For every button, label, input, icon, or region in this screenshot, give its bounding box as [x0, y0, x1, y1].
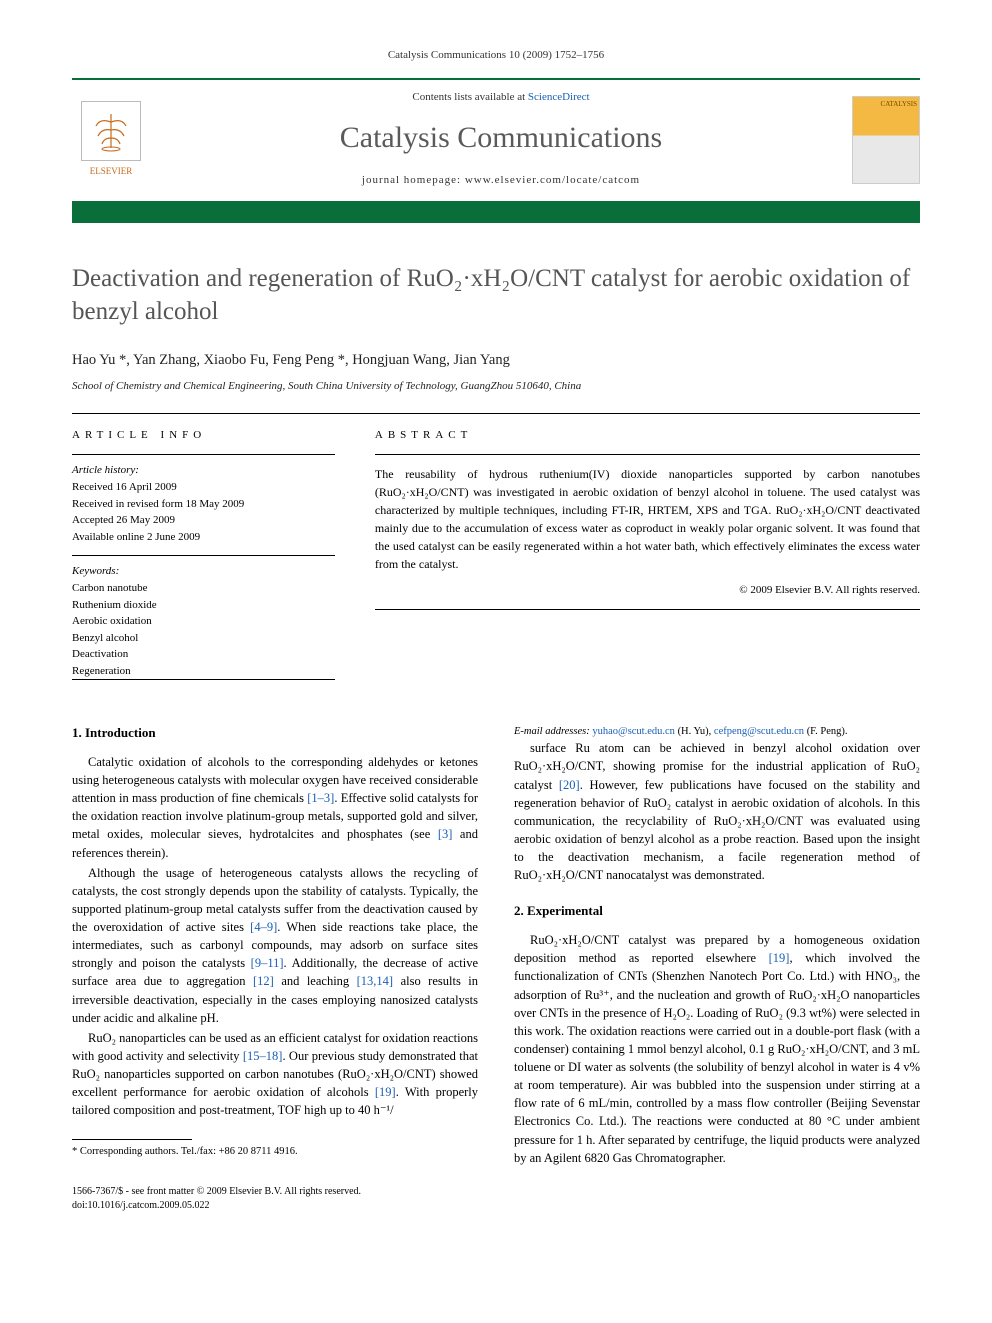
citation-link[interactable]: [13,14]: [357, 974, 393, 988]
sciencedirect-link[interactable]: ScienceDirect: [528, 91, 590, 103]
date-online: Available online 2 June 2009: [72, 529, 335, 546]
journal-header: ELSEVIER Contents lists available at Sci…: [72, 78, 920, 203]
history-label: Article history:: [72, 463, 335, 479]
citation-link[interactable]: [19]: [769, 951, 790, 965]
corresponding-author-footnote: * Corresponding authors. Tel./fax: +86 2…: [72, 1144, 478, 1159]
keyword: Deactivation: [72, 646, 335, 663]
keyword: Benzyl alcohol: [72, 630, 335, 647]
publisher-logo: ELSEVIER: [72, 96, 150, 184]
section-heading-intro: 1. Introduction: [72, 724, 478, 743]
keyword: Ruthenium dioxide: [72, 597, 335, 614]
abstract-divider-bottom: [375, 609, 920, 610]
issn-line: 1566-7367/$ - see front matter © 2009 El…: [72, 1185, 920, 1200]
citation-link[interactable]: [1–3]: [307, 791, 334, 805]
citation-link[interactable]: [4–9]: [250, 920, 277, 934]
homepage-label: journal homepage:: [362, 174, 465, 186]
email-name: (F. Peng).: [804, 726, 848, 737]
keyword: Aerobic oxidation: [72, 613, 335, 630]
journal-homepage: journal homepage: www.elsevier.com/locat…: [168, 173, 834, 189]
date-received: Received 16 April 2009: [72, 479, 335, 496]
article-info-heading: ARTICLE INFO: [72, 428, 335, 444]
email-footnote: E-mail addresses: yuhao@scut.edu.cn (H. …: [514, 724, 920, 739]
abstract-divider: [375, 454, 920, 455]
citation-link[interactable]: [9–11]: [251, 956, 284, 970]
paragraph: RuO₂·xH₂O/CNT catalyst was prepared by a…: [514, 931, 920, 1167]
paragraph: Catalytic oxidation of alcohols to the c…: [72, 753, 478, 862]
cover-text: CATALYSIS: [881, 100, 917, 108]
paragraph: RuO₂ nanoparticles can be used as an eff…: [72, 1029, 478, 1120]
citation-link[interactable]: [15–18]: [243, 1049, 283, 1063]
elsevier-tree-icon: [81, 101, 141, 161]
divider: [72, 413, 920, 414]
email-link[interactable]: yuhao@scut.edu.cn: [592, 726, 675, 737]
paper-title: Deactivation and regeneration of RuO₂·xH…: [72, 263, 920, 328]
email-name: (H. Yu),: [675, 726, 714, 737]
lists-prefix: Contents lists available at: [412, 91, 527, 103]
publisher-name: ELSEVIER: [90, 165, 133, 178]
body-columns: 1. Introduction Catalytic oxidation of a…: [72, 724, 920, 1167]
author-list: Hao Yu *, Yan Zhang, Xiaobo Fu, Feng Pen…: [72, 350, 920, 371]
journal-name: Catalysis Communications: [168, 116, 834, 160]
email-link[interactable]: cefpeng@scut.edu.cn: [714, 726, 804, 737]
citation-link[interactable]: [19]: [375, 1085, 396, 1099]
keyword: Regeneration: [72, 663, 335, 680]
email-label: E-mail addresses:: [514, 726, 592, 737]
footnote-rule: [72, 1139, 192, 1140]
brand-bar: [72, 203, 920, 223]
paragraph: surface Ru atom can be achieved in benzy…: [514, 739, 920, 884]
citation-link[interactable]: [12]: [253, 974, 274, 988]
paragraph: Although the usage of heterogeneous cata…: [72, 864, 478, 1027]
abstract-heading: ABSTRACT: [375, 428, 920, 444]
info-bottom-divider: [72, 679, 335, 680]
journal-cover-thumbnail: CATALYSIS: [852, 96, 920, 184]
abstract-copyright: © 2009 Elsevier B.V. All rights reserved…: [375, 583, 920, 599]
date-accepted: Accepted 26 May 2009: [72, 512, 335, 529]
abstract-text: The reusability of hydrous ruthenium(IV)…: [375, 465, 920, 573]
info-divider: [72, 454, 335, 455]
doi-line: doi:10.1016/j.catcom.2009.05.022: [72, 1199, 920, 1214]
homepage-url[interactable]: www.elsevier.com/locate/catcom: [465, 174, 640, 186]
affiliation: School of Chemistry and Chemical Enginee…: [72, 379, 920, 395]
section-heading-experimental: 2. Experimental: [514, 902, 920, 921]
journal-reference: Catalysis Communications 10 (2009) 1752–…: [72, 48, 920, 64]
contents-lists-line: Contents lists available at ScienceDirec…: [168, 90, 834, 106]
info-divider-2: [72, 555, 335, 556]
citation-link[interactable]: [3]: [438, 827, 453, 841]
citation-link[interactable]: [20]: [559, 778, 580, 792]
keywords-label: Keywords:: [72, 564, 335, 580]
date-revised: Received in revised form 18 May 2009: [72, 496, 335, 513]
keyword: Carbon nanotube: [72, 580, 335, 597]
